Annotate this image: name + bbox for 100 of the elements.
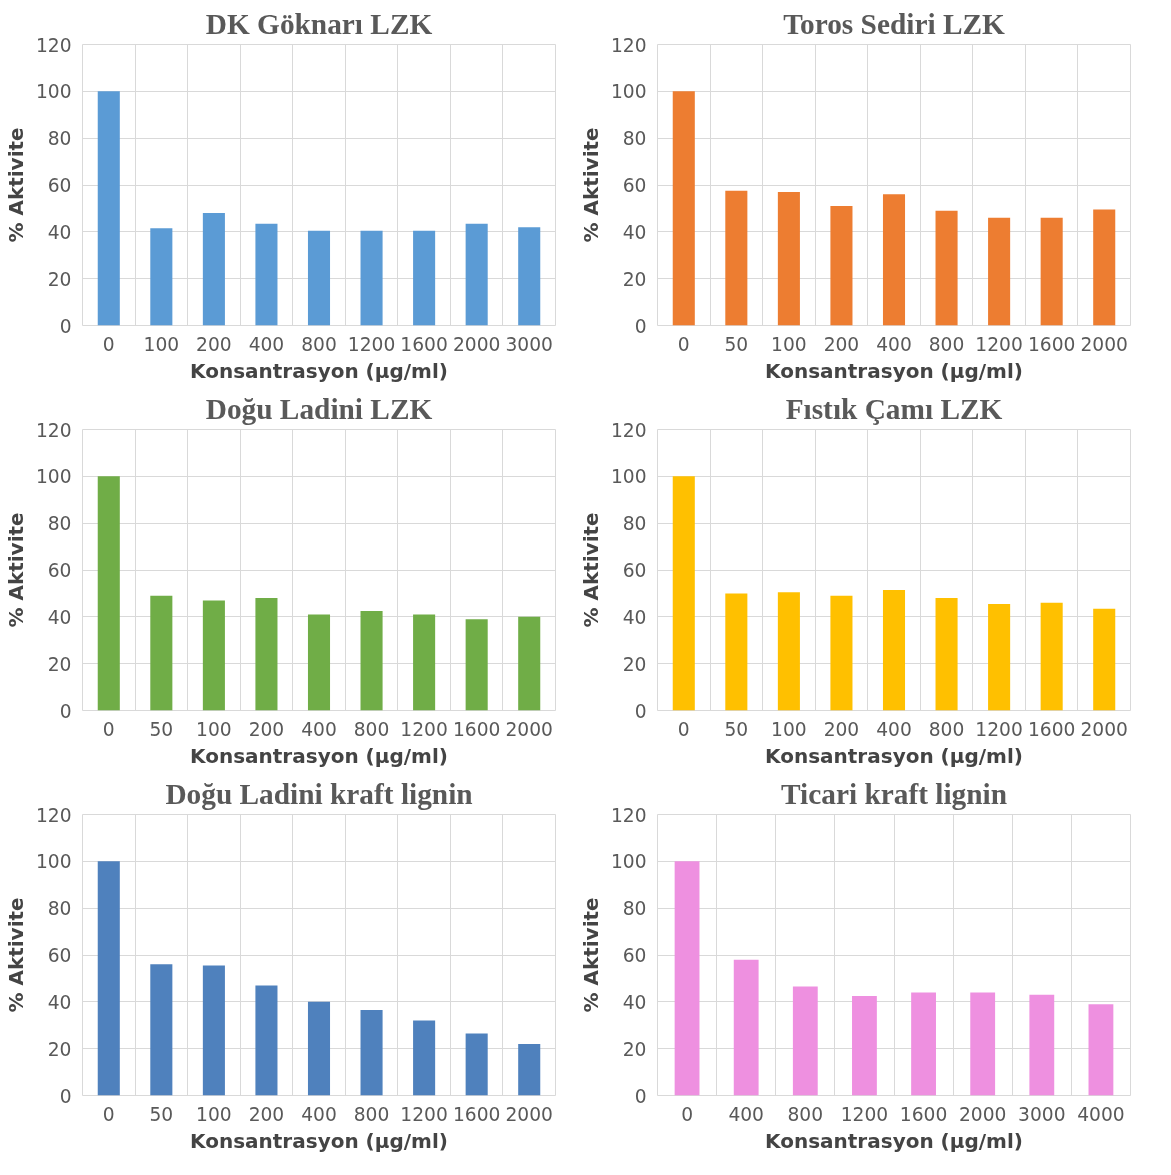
x-axis-title: Konsantrasyon (µg/ml) bbox=[765, 743, 1023, 768]
chart-title: Doğu Ladini LZK bbox=[205, 392, 433, 425]
x-tick-label: 100 bbox=[143, 333, 180, 355]
x-tick-label: 800 bbox=[928, 333, 965, 355]
x-tick-label: 50 bbox=[149, 718, 174, 740]
y-axis-title: % Aktivite bbox=[3, 897, 28, 1013]
y-axis-title: % Aktivite bbox=[578, 127, 603, 243]
x-tick-label: 0 bbox=[677, 718, 690, 740]
x-tick-label: 400 bbox=[876, 333, 912, 355]
y-tick-label: 0 bbox=[634, 1085, 647, 1107]
x-tick-label: 1200 bbox=[840, 1103, 889, 1125]
x-tick-label: 2000 bbox=[452, 333, 501, 355]
y-tick-label: 80 bbox=[622, 898, 647, 920]
y-tick-label: 100 bbox=[610, 851, 647, 873]
x-tick-label: 200 bbox=[823, 333, 860, 355]
x-tick-label: 3000 bbox=[1018, 1103, 1066, 1125]
x-tick-label: 2000 bbox=[505, 1103, 553, 1125]
chart-title: Doğu Ladini kraft lignin bbox=[165, 777, 473, 810]
y-tick-label: 0 bbox=[59, 1085, 72, 1107]
x-tick-label: 1200 bbox=[400, 718, 448, 740]
y-tick-label: 80 bbox=[47, 128, 72, 150]
y-tick-label: 120 bbox=[35, 804, 72, 826]
x-tick-label: 0 bbox=[102, 1103, 115, 1125]
y-tick-label: 40 bbox=[47, 991, 72, 1013]
x-tick-label: 400 bbox=[248, 333, 285, 355]
x-axis-title: Konsantrasyon (µg/ml) bbox=[190, 743, 448, 768]
y-tick-label: 80 bbox=[47, 513, 72, 535]
x-tick-label: 1200 bbox=[975, 333, 1023, 355]
x-tick-label: 3000 bbox=[505, 333, 553, 355]
x-tick-label: 0 bbox=[102, 333, 115, 355]
y-tick-label: 80 bbox=[47, 898, 72, 920]
y-tick-label: 120 bbox=[35, 419, 72, 441]
x-tick-label: 400 bbox=[301, 1103, 337, 1125]
y-tick-label: 100 bbox=[35, 81, 72, 103]
x-tick-label: 100 bbox=[196, 718, 232, 740]
y-tick-label: 100 bbox=[610, 466, 647, 488]
x-tick-label: 100 bbox=[771, 333, 807, 355]
x-tick-label: 1600 bbox=[899, 1103, 948, 1125]
y-tick-label: 40 bbox=[622, 991, 647, 1013]
chart-title: Ticari kraft lignin bbox=[781, 777, 1007, 810]
y-tick-label: 120 bbox=[610, 34, 647, 56]
x-tick-label: 800 bbox=[301, 333, 337, 355]
y-axis-title: % Aktivite bbox=[578, 897, 603, 1013]
y-tick-label: 0 bbox=[634, 700, 647, 722]
x-tick-label: 200 bbox=[823, 718, 860, 740]
y-axis-title: % Aktivite bbox=[3, 127, 28, 243]
y-tick-label: 100 bbox=[610, 81, 647, 103]
y-tick-label: 20 bbox=[622, 268, 647, 290]
x-axis-title: Konsantrasyon (µg/ml) bbox=[765, 1128, 1023, 1153]
y-tick-label: 60 bbox=[47, 175, 72, 196]
y-tick-label: 40 bbox=[622, 221, 647, 243]
chart-title: Fıstık Çamı LZK bbox=[785, 392, 1003, 425]
x-tick-label: 1200 bbox=[400, 1103, 448, 1125]
x-tick-label: 2000 bbox=[1080, 333, 1128, 355]
chart-title: DK Göknarı LZK bbox=[205, 7, 433, 40]
x-tick-label: 100 bbox=[196, 1103, 232, 1125]
x-tick-label: 0 bbox=[677, 333, 690, 355]
x-tick-label: 1600 bbox=[400, 333, 448, 355]
y-tick-label: 60 bbox=[47, 560, 72, 581]
x-tick-label: 50 bbox=[724, 333, 749, 355]
x-tick-label: 1200 bbox=[975, 718, 1023, 740]
x-tick-label: 100 bbox=[771, 718, 807, 740]
x-tick-label: 200 bbox=[248, 1103, 285, 1125]
y-axis-title: % Aktivite bbox=[3, 512, 28, 628]
x-tick-label: 1600 bbox=[1027, 718, 1076, 740]
y-tick-label: 120 bbox=[610, 419, 647, 441]
x-tick-label: 200 bbox=[196, 333, 232, 355]
y-tick-label: 20 bbox=[622, 1038, 647, 1060]
y-tick-label: 60 bbox=[622, 560, 647, 581]
x-tick-label: 0 bbox=[102, 718, 115, 740]
y-tick-label: 20 bbox=[622, 653, 647, 675]
y-tick-label: 40 bbox=[622, 606, 647, 628]
x-tick-label: 1200 bbox=[347, 333, 396, 355]
x-tick-label: 50 bbox=[724, 718, 749, 740]
x-tick-label: 400 bbox=[876, 718, 912, 740]
y-tick-label: 100 bbox=[35, 851, 72, 873]
y-axis-title: % Aktivite bbox=[578, 512, 603, 628]
x-tick-label: 0 bbox=[681, 1103, 693, 1125]
x-tick-label: 1600 bbox=[1027, 333, 1076, 355]
y-tick-label: 80 bbox=[622, 128, 647, 150]
chart-title: Toros Sediri LZK bbox=[783, 7, 1006, 40]
x-tick-label: 800 bbox=[353, 1103, 390, 1125]
y-tick-label: 60 bbox=[47, 945, 72, 966]
y-tick-label: 120 bbox=[610, 804, 647, 826]
x-tick-label: 2000 bbox=[958, 1103, 1007, 1125]
y-tick-label: 20 bbox=[47, 653, 72, 675]
y-tick-label: 0 bbox=[59, 700, 72, 722]
y-tick-label: 60 bbox=[622, 945, 647, 966]
y-tick-label: 120 bbox=[35, 34, 72, 56]
y-tick-label: 20 bbox=[47, 268, 72, 290]
x-tick-label: 1600 bbox=[452, 1103, 501, 1125]
y-tick-label: 80 bbox=[622, 513, 647, 535]
x-axis-title: Konsantrasyon (µg/ml) bbox=[190, 358, 448, 383]
y-tick-label: 20 bbox=[47, 1038, 72, 1060]
x-tick-label: 2000 bbox=[1080, 718, 1128, 740]
x-tick-label: 800 bbox=[928, 718, 965, 740]
y-tick-label: 40 bbox=[47, 606, 72, 628]
y-tick-label: 60 bbox=[622, 175, 647, 196]
x-tick-label: 400 bbox=[728, 1103, 764, 1125]
x-axis-title: Konsantrasyon (µg/ml) bbox=[765, 358, 1023, 383]
